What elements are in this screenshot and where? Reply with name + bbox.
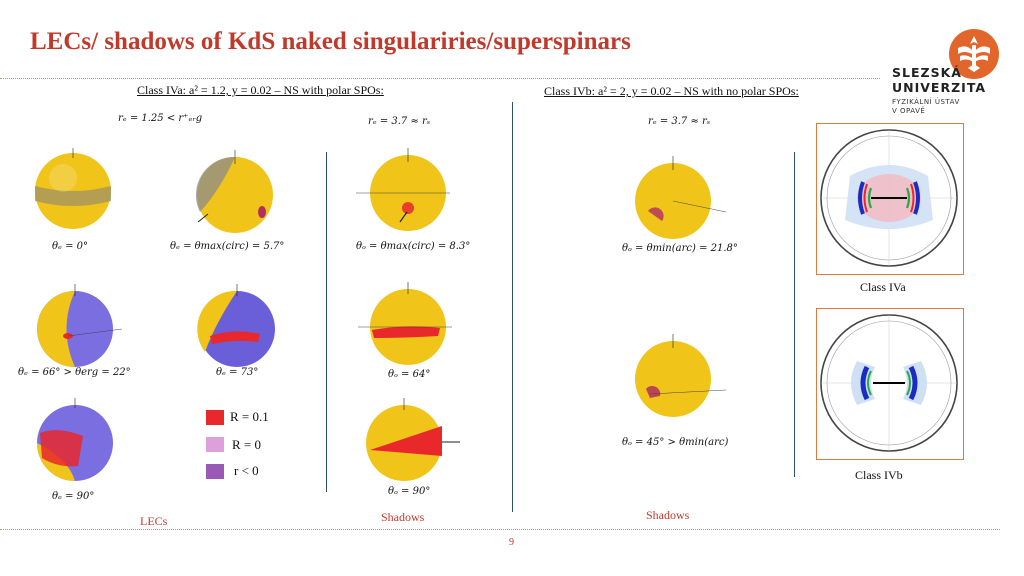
caption-1: θₑ = 0° (52, 241, 88, 252)
slide-title: LECs/ shadows of KdS naked singulariries… (30, 28, 631, 55)
legend-label-r0: R = 0 (232, 437, 262, 452)
section-shadows-2: Shadows (646, 508, 690, 522)
sphere-shadow-ivb-1 (635, 156, 727, 239)
separator-1 (326, 152, 327, 492)
re-label-1: rₑ = 1.25 < r⁺ₑᵣg (118, 113, 203, 124)
caption-3: θₒ = θmax(circ) = 8.3° (356, 241, 471, 252)
caption-6: θₑ = 73° (216, 367, 259, 378)
separator-2 (512, 102, 513, 512)
sphere-lec-5 (37, 398, 113, 481)
sphere-lec-2 (195, 150, 273, 233)
legend-label-r01: R = 0.1 (230, 409, 269, 424)
section-shadows-1: Shadows (381, 510, 425, 524)
section-lecs: LECs (140, 514, 168, 528)
sphere-shadow-1 (356, 148, 450, 231)
caption-4: θₒ = θmin(arc) = 21.8° (622, 243, 738, 254)
shadow-panel-ivb (816, 308, 964, 460)
sphere-shadow-ivb-2 (635, 334, 727, 417)
caption-9: θₑ = 90° (52, 491, 95, 502)
university-crest-icon (949, 29, 999, 79)
class-iva-heading: Class IVa: a² = 1.2, y = 0.02 – NS with … (137, 83, 384, 97)
sphere-shadow-2 (358, 282, 452, 365)
legend-swatch-r0 (206, 437, 224, 452)
logo-line-2: UNIVERZITA (892, 80, 987, 95)
separator-3 (794, 152, 795, 477)
bottom-divider (0, 529, 1000, 530)
caption-10: θₒ = 90° (388, 486, 431, 497)
shadow-diagram-ivb (820, 314, 958, 452)
legend-label-rneg: r < 0 (234, 463, 259, 478)
caption-8: θₒ = 45° > θmin(arc) (622, 437, 729, 448)
sphere-lec-3 (37, 284, 123, 367)
sphere-shadow-3 (366, 398, 460, 481)
logo-line-3: FYZIKÁLNÍ ÚSTAV (892, 98, 960, 106)
logo-line-1: SLEZSKÁ (892, 65, 962, 80)
legend-swatch-r01 (206, 410, 224, 425)
legend-swatch-rneg (206, 464, 224, 479)
shadow-diagram-iva (820, 129, 958, 267)
caption-2: θₑ = θmax(circ) = 5.7° (170, 241, 285, 252)
top-divider (0, 78, 880, 79)
re-label-3: rₑ = 3.7 ≈ rₛ (648, 116, 711, 127)
caption-5: θₑ = 66° > θerg = 22° (18, 367, 131, 378)
logo-line-4: V OPAVĚ (892, 107, 926, 115)
sphere-lec-4 (197, 284, 275, 367)
panel-label-iva: Class IVa (860, 280, 906, 294)
page-number: 9 (509, 537, 514, 548)
panel-label-ivb: Class IVb (855, 468, 903, 482)
class-ivb-heading: Class IVb: a² = 2, y = 0.02 – NS with no… (544, 84, 799, 98)
sphere-lec-1 (35, 148, 111, 229)
shadow-panel-iva (816, 123, 964, 275)
re-label-2: rₑ = 3.7 ≈ rₛ (368, 116, 431, 127)
caption-7: θₒ = 64° (388, 369, 431, 380)
